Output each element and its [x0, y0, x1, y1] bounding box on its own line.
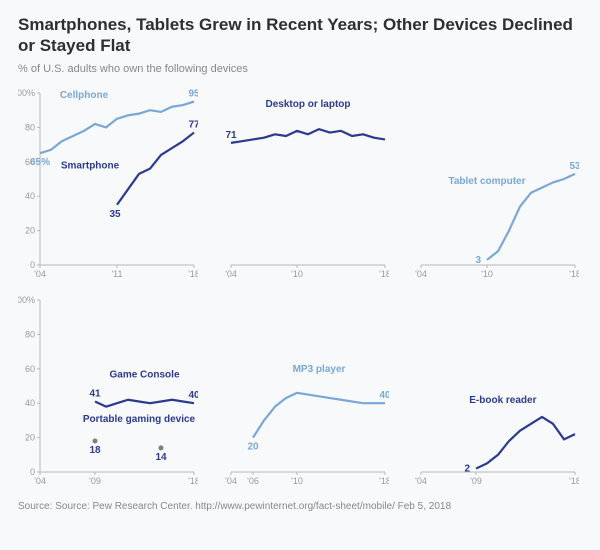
panel-mp3: '04 '06 '10 '18 20 40 MP3 player [209, 290, 392, 493]
svg-text:Tablet computer: Tablet computer [449, 176, 526, 187]
chart-subtitle: % of U.S. adults who own the following d… [18, 63, 582, 75]
chart-container: Smartphones, Tablets Grew in Recent Year… [0, 0, 600, 550]
svg-text:14: 14 [155, 451, 167, 462]
svg-text:65%: 65% [30, 157, 50, 168]
svg-text:'04: '04 [34, 269, 46, 279]
svg-text:'10: '10 [481, 269, 493, 279]
svg-text:'09: '09 [89, 476, 101, 486]
svg-text:Desktop or laptop: Desktop or laptop [265, 98, 350, 109]
svg-text:71: 71 [225, 129, 237, 140]
svg-text:'04: '04 [34, 476, 46, 486]
svg-text:100%: 100% [18, 88, 35, 98]
svg-text:40: 40 [25, 191, 35, 201]
svg-text:100%: 100% [18, 295, 35, 305]
svg-text:80: 80 [25, 329, 35, 339]
svg-text:'18: '18 [188, 476, 198, 486]
svg-text:'09: '09 [470, 476, 482, 486]
panel-tablet: '04 '10 '18 3 53 Tablet computer [399, 83, 582, 286]
svg-text:Game Console: Game Console [109, 369, 179, 380]
svg-text:20: 20 [25, 432, 35, 442]
svg-text:'04: '04 [415, 476, 427, 486]
panel-ereader: '04'09'18222E-book reader [399, 290, 582, 493]
svg-text:40: 40 [188, 390, 198, 401]
svg-text:'04: '04 [415, 269, 427, 279]
svg-text:80: 80 [25, 122, 35, 132]
panel-console: 020406080100%'04'09'184140Game Console18… [18, 290, 201, 493]
panel-cell-smart: 020406080100%'04'11'1865%95Cellphone3577… [18, 83, 201, 286]
svg-text:77: 77 [188, 119, 198, 130]
svg-text:'18: '18 [188, 269, 198, 279]
svg-text:E-book reader: E-book reader [470, 395, 537, 406]
svg-text:Portable gaming device: Portable gaming device [83, 414, 196, 425]
panel-desktop: '04'10'187173Desktop or laptop [209, 83, 392, 286]
svg-text:'18: '18 [569, 269, 579, 279]
svg-text:2: 2 [465, 463, 471, 474]
svg-text:53: 53 [570, 160, 580, 171]
svg-text:Cellphone: Cellphone [60, 90, 109, 101]
svg-text:95: 95 [188, 88, 198, 99]
svg-text:'11: '11 [111, 269, 122, 279]
svg-text:3: 3 [476, 254, 482, 265]
svg-text:'10: '10 [291, 476, 303, 486]
svg-text:'10: '10 [291, 269, 303, 279]
svg-text:MP3 player: MP3 player [292, 364, 345, 375]
svg-text:35: 35 [109, 208, 121, 219]
chart-source: Source: Source: Pew Research Center. htt… [18, 501, 582, 512]
svg-text:'04: '04 [225, 269, 237, 279]
svg-text:'04: '04 [225, 476, 237, 486]
svg-text:60: 60 [25, 363, 35, 373]
chart-title: Smartphones, Tablets Grew in Recent Year… [18, 14, 582, 57]
svg-text:20: 20 [247, 441, 259, 452]
svg-text:'06: '06 [247, 476, 259, 486]
svg-text:'18: '18 [379, 476, 389, 486]
small-multiples-grid: 020406080100%'04'11'1865%95Cellphone3577… [18, 83, 582, 493]
svg-text:41: 41 [89, 388, 101, 399]
svg-text:40: 40 [379, 390, 389, 401]
svg-text:18: 18 [89, 445, 101, 456]
svg-text:40: 40 [25, 398, 35, 408]
svg-text:20: 20 [25, 225, 35, 235]
svg-text:Smartphone: Smartphone [61, 160, 120, 171]
svg-text:'18: '18 [569, 476, 579, 486]
svg-text:'18: '18 [379, 269, 389, 279]
